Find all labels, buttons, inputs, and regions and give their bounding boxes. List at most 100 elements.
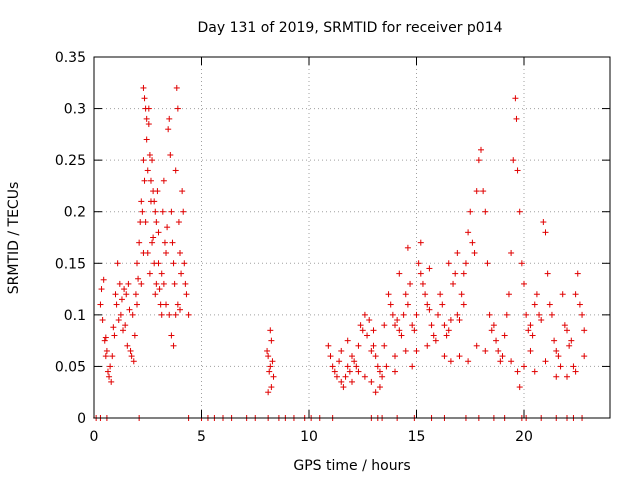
data-point <box>327 353 334 360</box>
y-tick-label: 0.35 <box>55 50 86 66</box>
data-point <box>138 198 145 205</box>
data-point <box>137 219 144 226</box>
data-point <box>265 353 272 360</box>
data-point <box>409 363 416 370</box>
data-point <box>368 378 375 385</box>
data-point <box>170 342 177 349</box>
data-point <box>544 270 551 277</box>
data-point <box>163 249 170 256</box>
data-point <box>407 280 414 287</box>
data-point <box>268 384 275 391</box>
data-point <box>147 198 154 205</box>
x-tick-label: 5 <box>197 429 206 445</box>
data-point <box>344 363 351 370</box>
data-point <box>381 342 388 349</box>
data-point <box>385 291 392 298</box>
data-point <box>559 291 566 298</box>
data-point <box>149 239 156 246</box>
data-point <box>110 324 117 331</box>
data-point <box>396 270 403 277</box>
data-point <box>460 270 467 277</box>
data-point <box>152 208 159 215</box>
data-point <box>531 368 538 375</box>
data-point <box>102 334 109 341</box>
data-point <box>379 373 386 380</box>
data-point <box>325 342 332 349</box>
data-point <box>396 327 403 334</box>
data-point <box>516 384 523 391</box>
data-point <box>359 327 366 334</box>
data-point <box>482 347 489 354</box>
data-point <box>183 291 190 298</box>
data-point <box>153 219 160 226</box>
data-point <box>404 244 411 251</box>
y-tick-label: 0.15 <box>55 256 86 272</box>
y-tick-label: 0.1 <box>64 308 86 324</box>
data-point <box>168 332 175 339</box>
x-tick-label: 15 <box>408 429 426 445</box>
data-point <box>157 301 164 308</box>
data-point <box>140 84 147 91</box>
data-point <box>508 249 515 256</box>
data-point <box>265 389 272 396</box>
data-point <box>473 188 480 195</box>
data-point <box>505 291 512 298</box>
data-point <box>424 301 431 308</box>
plot-frame <box>93 56 611 419</box>
data-point <box>370 327 377 334</box>
data-point <box>147 177 154 184</box>
data-point <box>149 157 156 164</box>
data-point <box>344 337 351 344</box>
data-point <box>124 342 131 349</box>
data-point <box>143 136 150 143</box>
data-point <box>443 332 450 339</box>
data-point <box>458 291 465 298</box>
data-point <box>131 332 138 339</box>
data-point <box>447 317 454 324</box>
data-point <box>579 311 586 318</box>
data-point <box>141 95 148 102</box>
data-point <box>525 327 532 334</box>
data-point <box>394 317 401 324</box>
data-point <box>166 115 173 122</box>
data-point <box>389 311 396 318</box>
data-point <box>553 373 560 380</box>
data-point <box>546 301 553 308</box>
data-point <box>450 280 457 287</box>
data-point <box>106 373 113 380</box>
data-point <box>150 234 157 241</box>
data-point <box>101 337 108 344</box>
data-point <box>503 311 510 318</box>
data-point <box>469 239 476 246</box>
data-point <box>426 265 433 272</box>
data-point <box>402 347 409 354</box>
data-point <box>329 363 336 370</box>
data-point <box>462 260 469 267</box>
data-point <box>409 322 416 329</box>
data-point <box>572 368 579 375</box>
data-point <box>121 286 128 293</box>
data-point <box>132 291 139 298</box>
data-point <box>355 342 362 349</box>
data-point <box>514 167 521 174</box>
x-tick-label: 20 <box>515 429 533 445</box>
data-point <box>527 322 534 329</box>
data-point <box>516 208 523 215</box>
data-point <box>130 358 137 365</box>
data-point <box>493 337 500 344</box>
data-point <box>486 311 493 318</box>
data-point <box>422 291 429 298</box>
data-point <box>98 286 105 293</box>
data-point <box>270 373 277 380</box>
data-point <box>531 301 538 308</box>
data-point <box>174 301 181 308</box>
y-tick-label: 0.05 <box>55 359 86 375</box>
data-point <box>108 378 115 385</box>
data-point <box>178 270 185 277</box>
data-point <box>435 311 441 318</box>
data-point <box>368 347 375 354</box>
data-point <box>125 280 132 287</box>
data-point <box>175 219 182 226</box>
data-point <box>340 384 347 391</box>
data-point <box>143 115 150 122</box>
